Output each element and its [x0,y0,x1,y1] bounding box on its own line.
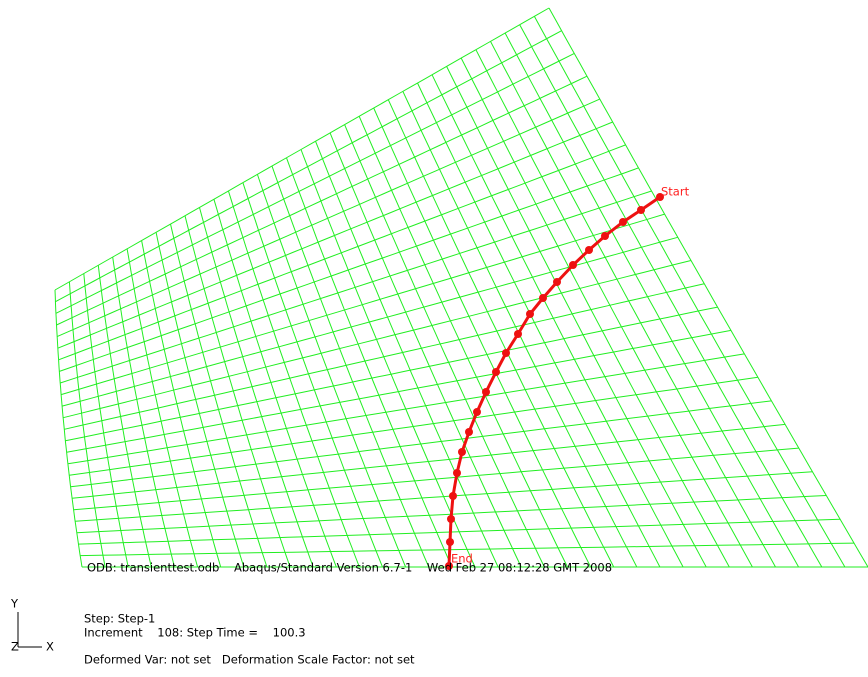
mesh-line [60,191,651,383]
path-point [601,232,609,240]
mesh-line [61,214,665,395]
triad [18,612,42,647]
mesh-line [243,183,383,567]
path-point [465,428,473,436]
mesh-line [57,99,600,337]
path-point [446,538,454,546]
mesh-line [200,208,314,568]
mesh-line [520,25,822,567]
mesh-line [63,261,691,418]
mesh-line [257,174,405,567]
path-point [482,388,490,396]
mesh-line [388,100,613,567]
path-point [553,278,561,286]
path-point [514,330,522,338]
start-label: Start [661,185,690,199]
path-point [637,206,645,214]
mesh-line [447,66,707,567]
mesh-line [57,76,588,325]
mesh-line [71,401,772,487]
step-info: Step: Step-1 [84,612,155,626]
mesh-line [72,424,785,498]
path-point [447,515,455,523]
mesh-line [505,33,798,567]
mesh-line [75,472,812,522]
mesh-line [491,41,776,567]
mesh-line [98,265,151,567]
path-point [453,469,461,477]
path-point [502,349,510,357]
path-point [619,218,627,226]
increment-info: Increment 108: Step Time = 100.3 [84,626,306,640]
path-line [449,197,660,566]
mesh-line [534,16,845,567]
path-point [569,261,577,269]
path-point [585,246,593,254]
triad-x: X [46,640,54,654]
deformed-info: Deformed Var: not set Deformation Scale … [84,653,415,667]
mesh-line [56,53,574,313]
mesh-line [74,448,799,510]
mesh-line [55,31,561,302]
path-point [449,492,457,500]
mesh-line [214,199,336,567]
mesh-line [549,8,868,567]
mesh-line [228,191,359,567]
mesh-line [142,241,221,568]
mesh-line [359,116,567,567]
mesh [55,8,868,567]
path-point [539,294,547,302]
mesh-line [79,519,841,544]
path-point [458,448,466,456]
triad-z: Z [11,640,19,654]
mesh-line [113,257,175,567]
triad-y: Y [10,597,19,611]
path-point [526,310,534,318]
mesh-line [55,8,549,290]
path-point [492,368,500,376]
mesh-line [156,232,244,567]
path-point [473,408,481,416]
viewport: Start End ODB: transienttest.odb Abaqus/… [0,0,868,677]
odb-info: ODB: transienttest.odb Abaqus/Standard V… [87,561,612,575]
mesh-line [432,75,683,567]
